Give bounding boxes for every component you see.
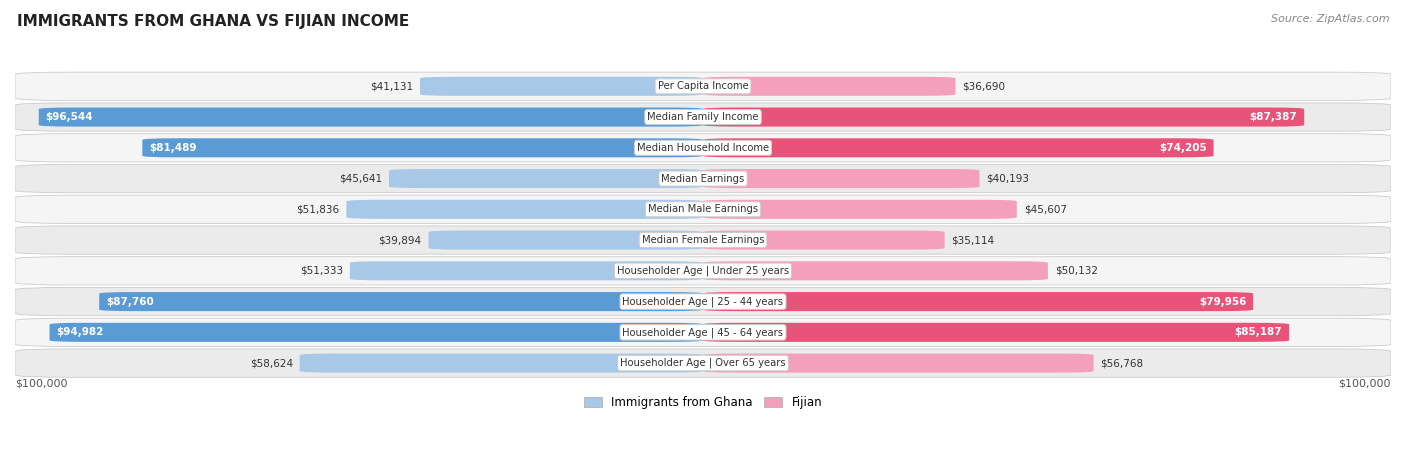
Text: $35,114: $35,114	[952, 235, 994, 245]
Legend: Immigrants from Ghana, Fijian: Immigrants from Ghana, Fijian	[579, 391, 827, 414]
Text: $36,690: $36,690	[962, 81, 1005, 92]
Text: $51,333: $51,333	[299, 266, 343, 276]
Text: $87,760: $87,760	[105, 297, 153, 306]
FancyBboxPatch shape	[429, 231, 703, 249]
Text: $100,000: $100,000	[15, 378, 67, 389]
FancyBboxPatch shape	[703, 138, 1213, 157]
Text: $51,836: $51,836	[297, 205, 339, 214]
Text: Householder Age | Over 65 years: Householder Age | Over 65 years	[620, 358, 786, 368]
Text: $45,607: $45,607	[1024, 205, 1067, 214]
FancyBboxPatch shape	[703, 262, 1047, 280]
Text: Per Capita Income: Per Capita Income	[658, 81, 748, 92]
FancyBboxPatch shape	[389, 169, 703, 188]
Text: $94,982: $94,982	[56, 327, 104, 337]
FancyBboxPatch shape	[15, 318, 1391, 347]
Text: IMMIGRANTS FROM GHANA VS FIJIAN INCOME: IMMIGRANTS FROM GHANA VS FIJIAN INCOME	[17, 14, 409, 29]
Text: $58,624: $58,624	[250, 358, 292, 368]
FancyBboxPatch shape	[15, 164, 1391, 193]
FancyBboxPatch shape	[100, 292, 703, 311]
FancyBboxPatch shape	[15, 195, 1391, 224]
Text: $79,956: $79,956	[1199, 297, 1246, 306]
FancyBboxPatch shape	[703, 292, 1253, 311]
Text: $56,768: $56,768	[1101, 358, 1143, 368]
Text: $41,131: $41,131	[370, 81, 413, 92]
FancyBboxPatch shape	[15, 226, 1391, 254]
FancyBboxPatch shape	[15, 103, 1391, 131]
Text: Median Household Income: Median Household Income	[637, 143, 769, 153]
Text: $50,132: $50,132	[1054, 266, 1098, 276]
FancyBboxPatch shape	[703, 231, 945, 249]
FancyBboxPatch shape	[703, 200, 1017, 219]
Text: Median Male Earnings: Median Male Earnings	[648, 205, 758, 214]
FancyBboxPatch shape	[49, 323, 703, 342]
Text: $74,205: $74,205	[1159, 143, 1206, 153]
FancyBboxPatch shape	[703, 107, 1305, 127]
Text: $87,387: $87,387	[1250, 112, 1298, 122]
Text: Householder Age | 45 - 64 years: Householder Age | 45 - 64 years	[623, 327, 783, 338]
Text: Householder Age | Under 25 years: Householder Age | Under 25 years	[617, 266, 789, 276]
Text: $39,894: $39,894	[378, 235, 422, 245]
FancyBboxPatch shape	[420, 77, 703, 96]
Text: Householder Age | 25 - 44 years: Householder Age | 25 - 44 years	[623, 297, 783, 307]
Text: $100,000: $100,000	[1339, 378, 1391, 389]
FancyBboxPatch shape	[15, 134, 1391, 162]
Text: $85,187: $85,187	[1234, 327, 1282, 337]
FancyBboxPatch shape	[346, 200, 703, 219]
Text: $96,544: $96,544	[45, 112, 93, 122]
FancyBboxPatch shape	[703, 169, 980, 188]
FancyBboxPatch shape	[350, 262, 703, 280]
FancyBboxPatch shape	[142, 138, 703, 157]
Text: Median Earnings: Median Earnings	[661, 174, 745, 184]
FancyBboxPatch shape	[39, 107, 703, 127]
Text: Median Family Income: Median Family Income	[647, 112, 759, 122]
Text: Source: ZipAtlas.com: Source: ZipAtlas.com	[1271, 14, 1389, 24]
FancyBboxPatch shape	[15, 72, 1391, 100]
Text: $45,641: $45,641	[339, 174, 382, 184]
FancyBboxPatch shape	[703, 354, 1094, 373]
FancyBboxPatch shape	[299, 354, 703, 373]
Text: Median Female Earnings: Median Female Earnings	[641, 235, 765, 245]
FancyBboxPatch shape	[15, 349, 1391, 377]
Text: $81,489: $81,489	[149, 143, 197, 153]
FancyBboxPatch shape	[703, 77, 956, 96]
FancyBboxPatch shape	[703, 323, 1289, 342]
FancyBboxPatch shape	[15, 287, 1391, 316]
FancyBboxPatch shape	[15, 257, 1391, 285]
Text: $40,193: $40,193	[987, 174, 1029, 184]
